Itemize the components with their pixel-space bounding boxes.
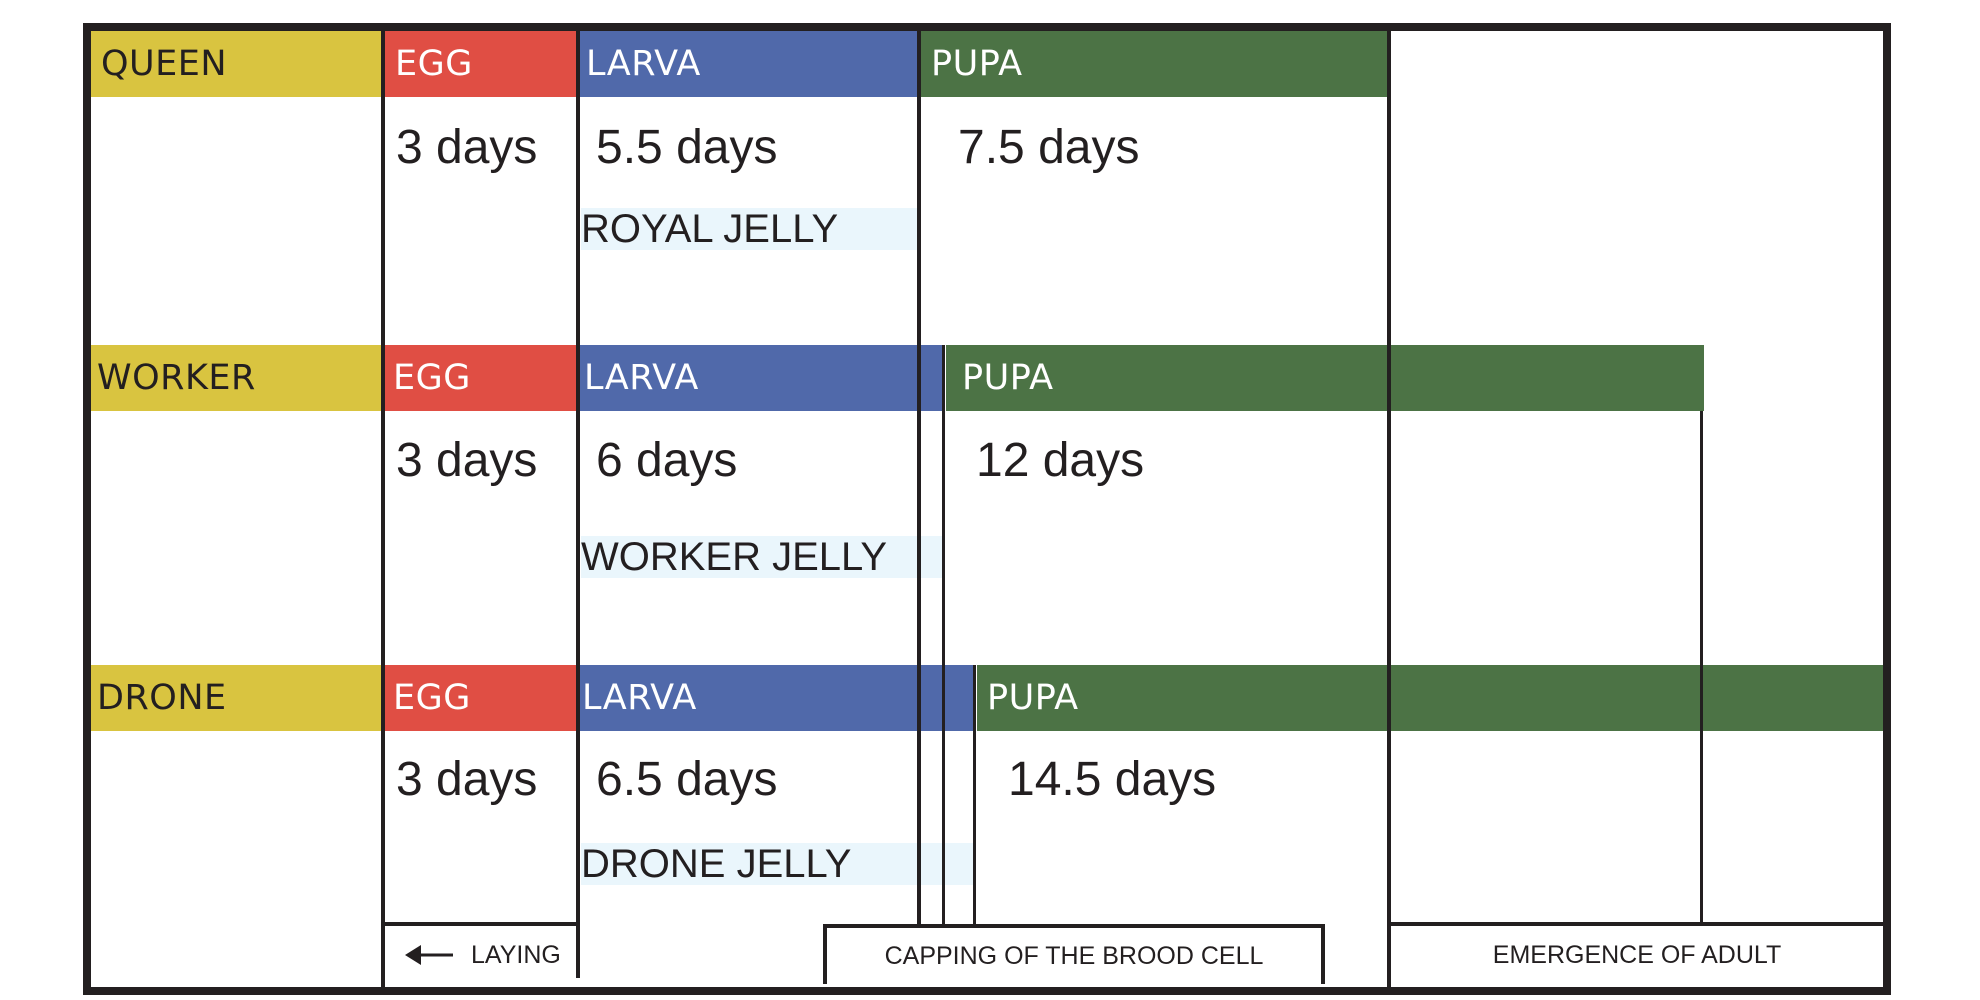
capping-legend: CAPPING OF THE BROOD CELL bbox=[823, 924, 1325, 984]
larva-duration-queen: 5.5 days bbox=[596, 121, 778, 174]
egg-stage-queen: EGG bbox=[385, 31, 578, 97]
food-worker: WORKER JELLY bbox=[581, 536, 943, 578]
pupa-stage-worker: PUPA bbox=[946, 345, 1704, 411]
caste-label-drone: DRONE bbox=[91, 665, 381, 731]
caste-label-queen: QUEEN bbox=[91, 31, 381, 97]
diagram-frame bbox=[83, 23, 1891, 995]
worker-emergence-line bbox=[1700, 411, 1703, 925]
larva-stage-drone: LARVA bbox=[580, 665, 975, 731]
larva-duration-drone: 6.5 days bbox=[596, 753, 778, 806]
capping-label: CAPPING OF THE BROOD CELL bbox=[884, 941, 1264, 970]
egg-duration-drone: 3 days bbox=[396, 753, 538, 806]
larva-stage-queen: LARVA bbox=[580, 31, 917, 97]
pupa-stage-drone: PUPA bbox=[977, 665, 1883, 731]
pupa-duration-worker: 12 days bbox=[976, 434, 1145, 487]
drone-capping-line bbox=[973, 665, 976, 925]
queen-capping-line bbox=[917, 27, 921, 925]
left-arrow-icon bbox=[405, 943, 453, 967]
egg-stage-worker: EGG bbox=[385, 345, 578, 411]
pupa-stage-queen: PUPA bbox=[921, 31, 1387, 97]
laying-legend: LAYING bbox=[385, 926, 576, 984]
emergence-label: EMERGENCE OF ADULT bbox=[1492, 940, 1782, 969]
egg-duration-worker: 3 days bbox=[396, 434, 538, 487]
laying-box-top bbox=[381, 922, 580, 926]
egg-larva-divider bbox=[576, 27, 580, 978]
emergence-box-top bbox=[1387, 922, 1883, 926]
food-drone: DRONE JELLY bbox=[581, 843, 974, 885]
pupa-duration-queen: 7.5 days bbox=[958, 121, 1140, 174]
egg-stage-drone: EGG bbox=[385, 665, 578, 731]
food-queen: ROYAL JELLY bbox=[581, 208, 917, 250]
laying-marker-line bbox=[381, 27, 385, 987]
caste-label-worker: WORKER bbox=[91, 345, 381, 411]
pupa-duration-drone: 14.5 days bbox=[1008, 753, 1217, 806]
larva-stage-worker: LARVA bbox=[580, 345, 944, 411]
laying-label: LAYING bbox=[471, 940, 561, 969]
worker-capping-line bbox=[942, 345, 945, 925]
egg-duration-queen: 3 days bbox=[396, 121, 538, 174]
emergence-legend: EMERGENCE OF ADULT bbox=[1391, 926, 1883, 984]
queen-emergence-line bbox=[1387, 27, 1391, 987]
larva-duration-worker: 6 days bbox=[596, 434, 738, 487]
